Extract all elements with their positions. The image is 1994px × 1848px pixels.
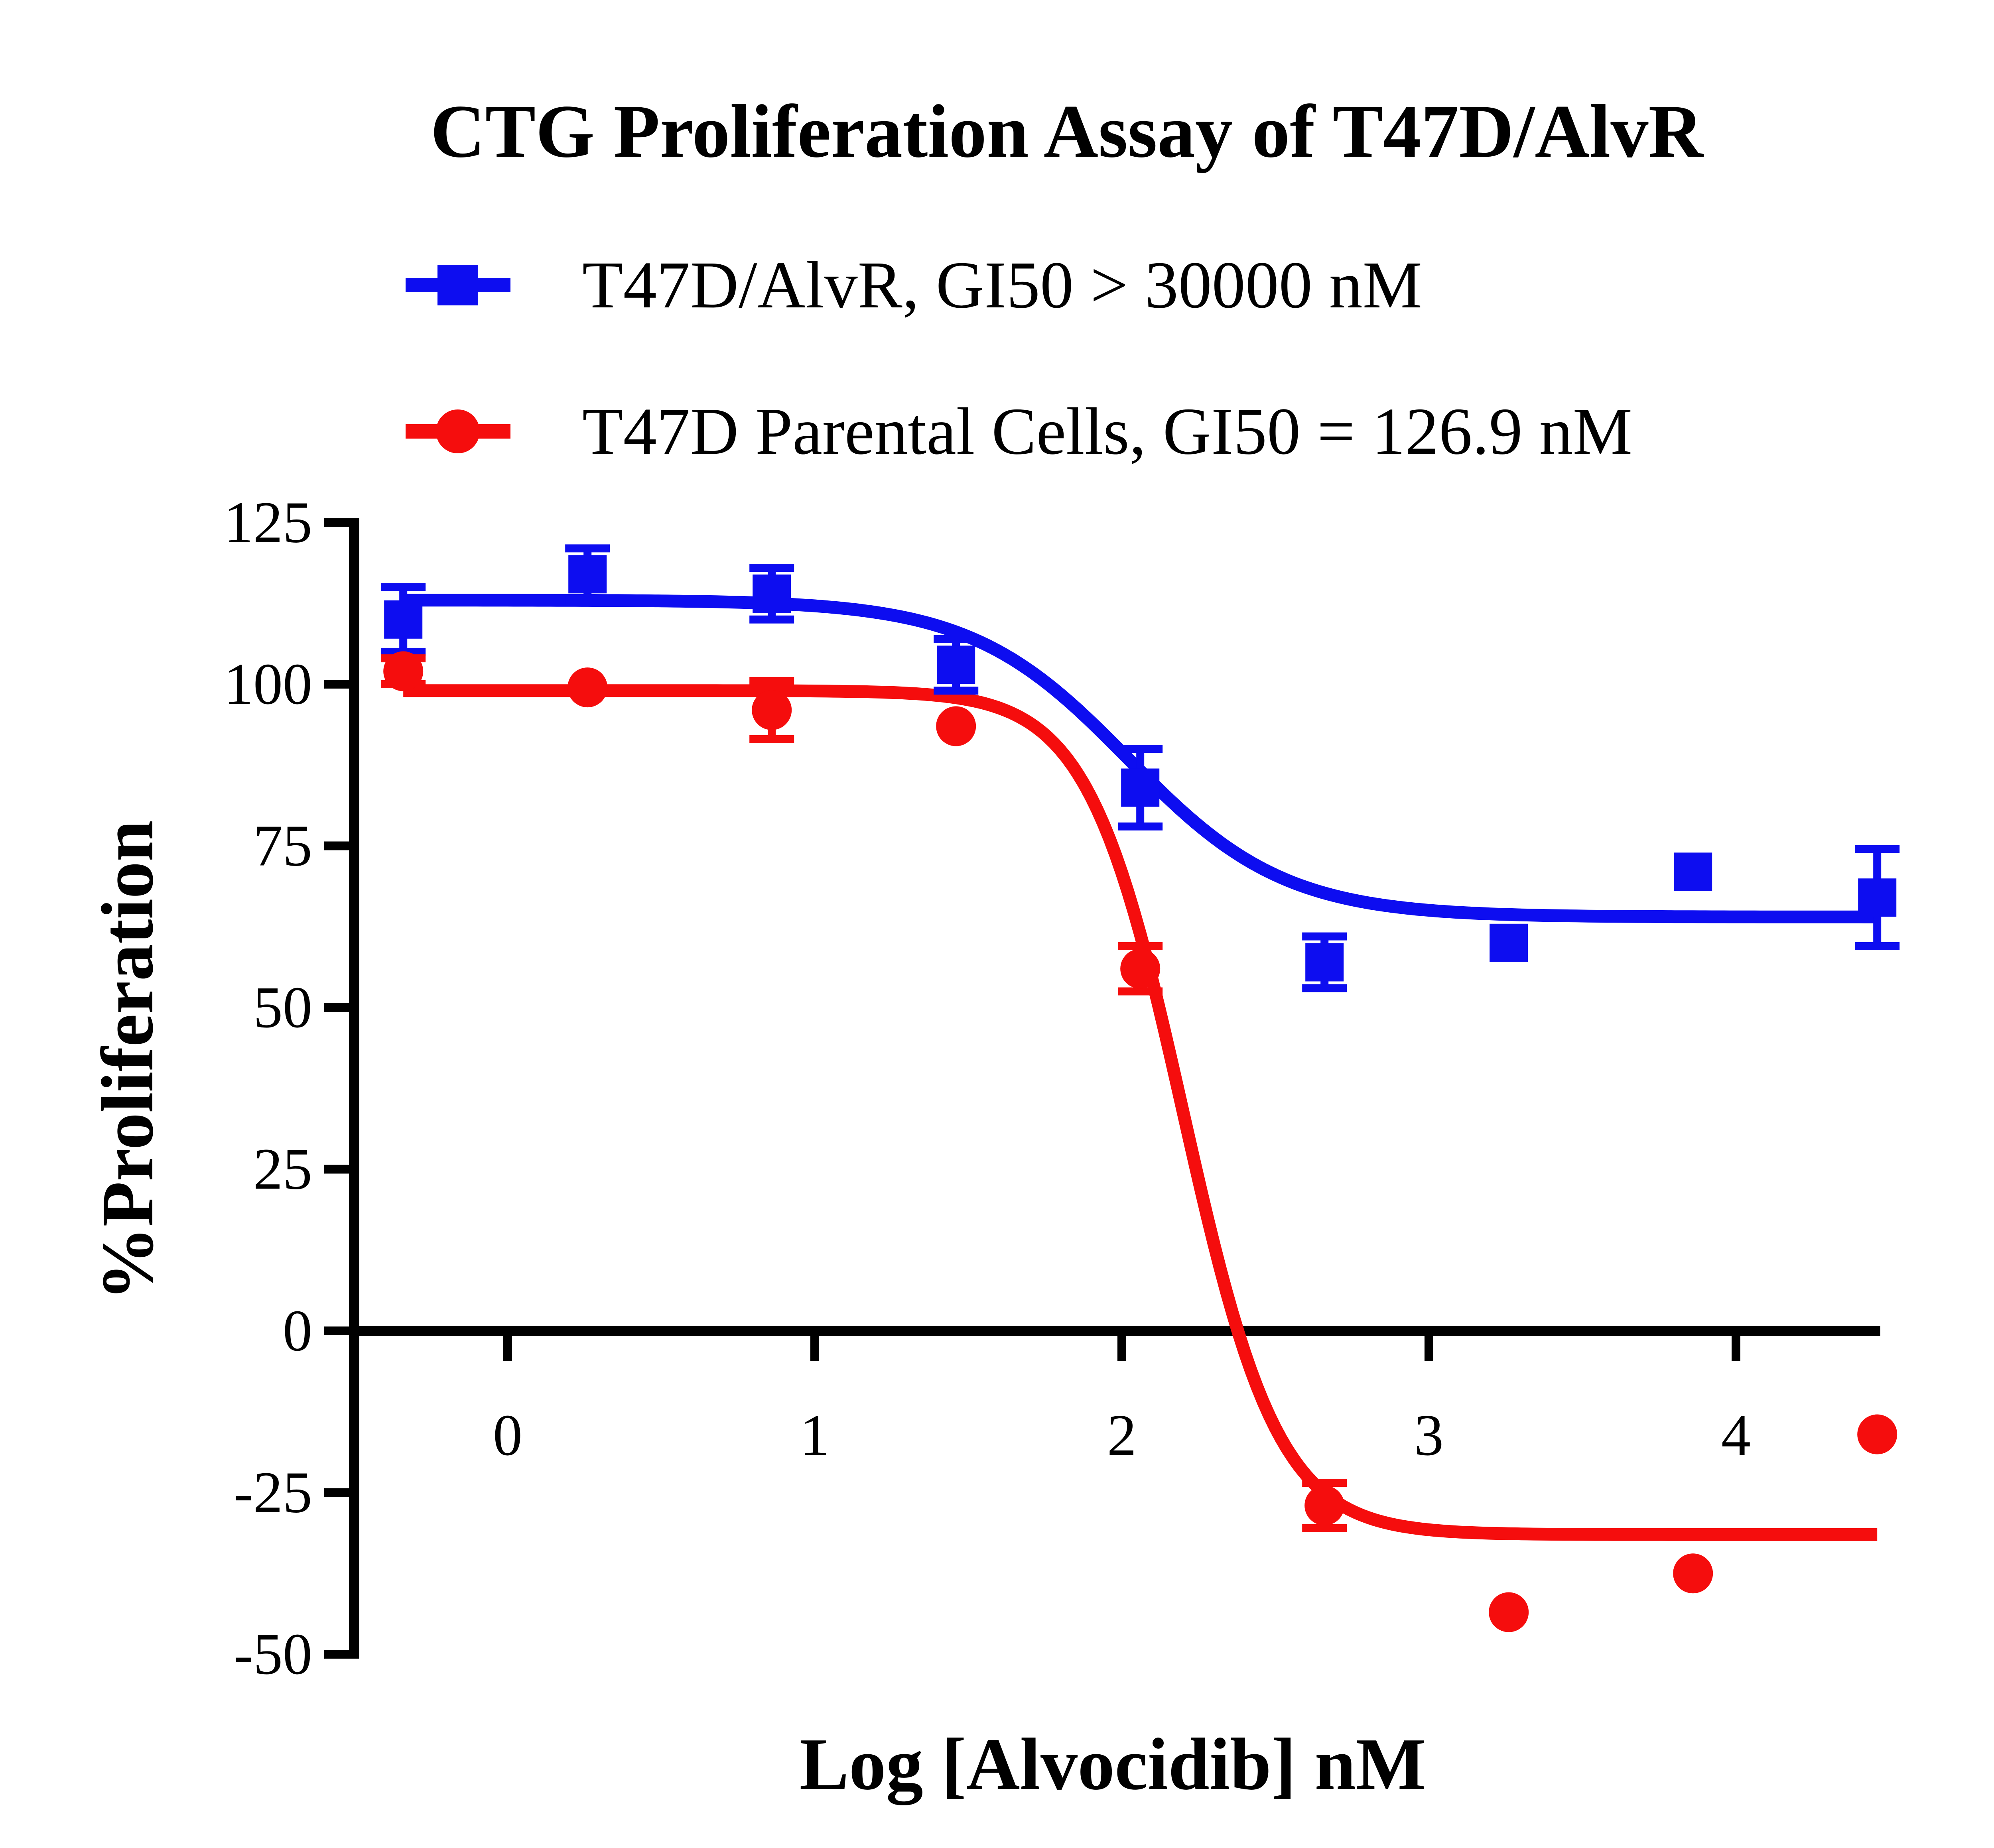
x-tick-label-0: 0: [493, 1403, 522, 1468]
legend-circle-marker-icon: [436, 409, 480, 453]
data-point-square-series-1: [568, 555, 607, 594]
y-tick-label--50: -50: [234, 1622, 312, 1687]
fit-curve-series-2: [403, 684, 1878, 1541]
chart-title: CTG Proliferation Assay of T47D/AlvR: [430, 90, 1704, 173]
y-axis-title: %Proliferation: [87, 820, 169, 1301]
y-tick-label--25: -25: [234, 1460, 312, 1525]
data-point-square-series-1: [753, 574, 791, 613]
x-tick-label-1: 1: [800, 1403, 830, 1468]
data-point-circle-series-2: [1120, 949, 1161, 989]
data-point-square-series-1: [1305, 943, 1344, 982]
x-tick-label-3: 3: [1414, 1403, 1444, 1468]
data-point-circle-series-2: [752, 690, 792, 730]
y-tick-label-100: 100: [224, 651, 312, 717]
data-point-circle-series-2: [1857, 1414, 1897, 1454]
data-point-square-series-1: [1490, 923, 1528, 962]
y-tick-label-0: 0: [283, 1298, 312, 1364]
data-point-square-series-1: [1674, 852, 1712, 891]
data-point-square-series-1: [384, 600, 423, 639]
x-tick-label-2: 2: [1107, 1403, 1137, 1468]
data-point-circle-series-2: [1489, 1592, 1529, 1632]
legend-square-marker-icon: [437, 265, 478, 305]
data-point-circle-series-2: [936, 706, 976, 746]
legend-label-series-2: T47D Parental Cells, GI50 = 126.9 nM: [582, 394, 1632, 468]
y-tick-label-75: 75: [253, 813, 312, 879]
y-tick-label-50: 50: [253, 975, 312, 1040]
data-point-circle-series-2: [1673, 1553, 1713, 1594]
y-tick-label-125: 125: [224, 490, 312, 555]
x-axis-title: Log [Alvocidib] nM: [800, 1723, 1426, 1805]
data-point-square-series-1: [937, 646, 975, 684]
legend-label-series-1: T47D/AlvR, GI50 > 30000 nM: [582, 248, 1422, 322]
x-tick-label-4: 4: [1721, 1403, 1751, 1468]
data-point-square-series-1: [1858, 878, 1897, 917]
y-tick-label-25: 25: [253, 1137, 312, 1202]
data-point-circle-series-2: [1304, 1485, 1345, 1525]
data-point-circle-series-2: [567, 667, 608, 708]
data-point-circle-series-2: [383, 651, 424, 691]
data-point-square-series-1: [1121, 768, 1160, 807]
